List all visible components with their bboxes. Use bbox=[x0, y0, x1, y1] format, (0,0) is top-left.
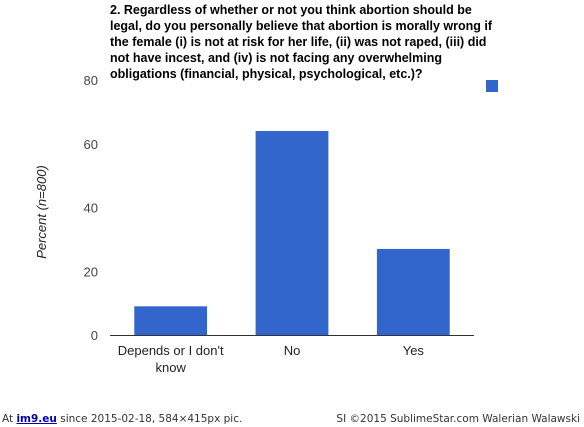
x-tick-label: Yes bbox=[403, 343, 425, 358]
chart-title-line: legal, do you personally believe that ab… bbox=[110, 19, 493, 33]
chart-title: 2. Regardless of whether or not you thin… bbox=[110, 3, 496, 81]
chart-title-line: not have incest, and (iv) is not facing … bbox=[110, 51, 442, 65]
x-tick-label: No bbox=[284, 343, 301, 358]
y-tick-label: 80 bbox=[84, 73, 98, 88]
x-axis-labels: Depends or I don't know No Yes bbox=[118, 343, 425, 375]
footer-left: At im9.eu since 2015-02-18, 584×415px pi… bbox=[2, 413, 242, 425]
y-tick-label: 20 bbox=[84, 264, 98, 279]
footer-right: SI ©2015 SublimeStar.com Walerian Walaws… bbox=[336, 413, 580, 425]
bar bbox=[134, 306, 208, 335]
x-tick-label-line: Yes bbox=[403, 343, 425, 358]
chart-title-line: obligations (financial, physical, psycho… bbox=[110, 67, 423, 81]
y-tick-label: 0 bbox=[91, 328, 98, 343]
bars bbox=[134, 131, 450, 335]
y-axis-ticks: 0 20 40 60 80 bbox=[84, 73, 98, 343]
footer-prefix: At bbox=[2, 413, 17, 425]
footer-suffix: since 2015-02-18, 584×415px pic. bbox=[56, 413, 243, 425]
y-axis-label-prefix: Percent ( bbox=[34, 204, 49, 258]
y-axis-label-suffix: =800) bbox=[34, 165, 49, 199]
bar bbox=[376, 248, 450, 335]
x-tick-label-line: know bbox=[155, 360, 186, 375]
bar-chart: 2. Regardless of whether or not you thin… bbox=[34, 3, 498, 375]
x-tick-label: Depends or I don't know bbox=[118, 343, 224, 375]
x-tick-label-line: Depends or I don't bbox=[118, 343, 224, 358]
footer: At im9.eu since 2015-02-18, 584×415px pi… bbox=[0, 413, 584, 427]
footer-site-link[interactable]: im9.eu bbox=[16, 413, 57, 425]
x-tick-label-line: No bbox=[284, 343, 301, 358]
y-tick-label: 40 bbox=[84, 201, 98, 216]
chart-title-line: the female (i) is not at risk for her li… bbox=[110, 35, 486, 49]
y-axis-label: Percent (n=800) bbox=[34, 165, 49, 259]
y-axis-label-n: n bbox=[34, 199, 49, 206]
chart-title-line: 2. Regardless of whether or not you thin… bbox=[110, 3, 472, 17]
bar bbox=[255, 131, 329, 335]
legend-swatch bbox=[486, 80, 498, 92]
y-tick-label: 60 bbox=[84, 137, 98, 152]
